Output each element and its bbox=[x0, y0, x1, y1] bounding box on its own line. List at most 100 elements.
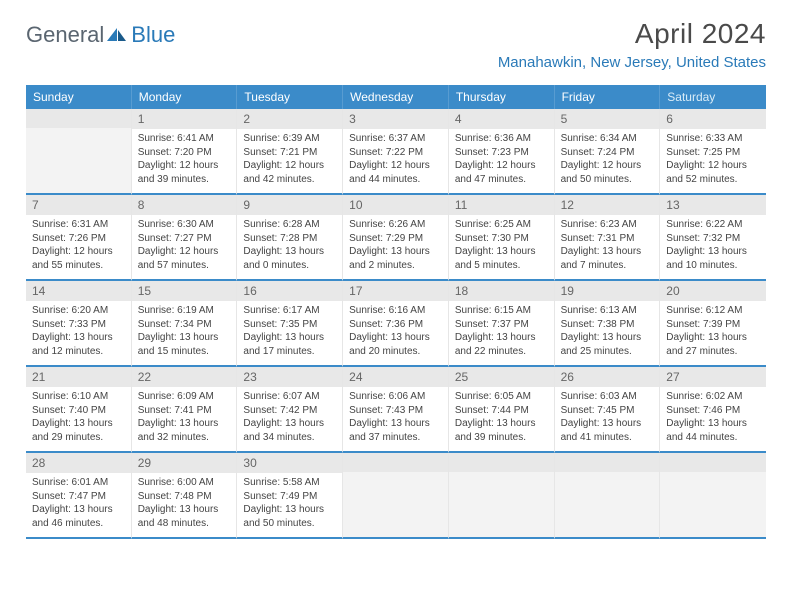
day-content: Sunrise: 6:12 AMSunset: 7:39 PMDaylight:… bbox=[660, 301, 766, 365]
sunset-line: Sunset: 7:34 PM bbox=[138, 318, 231, 332]
sunset-line: Sunset: 7:46 PM bbox=[666, 404, 760, 418]
calendar-cell: 9Sunrise: 6:28 AMSunset: 7:28 PMDaylight… bbox=[237, 195, 343, 281]
daylight-line: Daylight: 12 hours and 44 minutes. bbox=[349, 159, 442, 186]
sunrise-line: Sunrise: 6:34 AM bbox=[561, 132, 654, 146]
sunrise-line: Sunrise: 6:20 AM bbox=[32, 304, 125, 318]
daylight-line: Daylight: 13 hours and 48 minutes. bbox=[138, 503, 231, 530]
day-number: 22 bbox=[132, 367, 237, 387]
calendar-cell: 12Sunrise: 6:23 AMSunset: 7:31 PMDayligh… bbox=[555, 195, 661, 281]
calendar-cell: 11Sunrise: 6:25 AMSunset: 7:30 PMDayligh… bbox=[449, 195, 555, 281]
calendar-cell: 21Sunrise: 6:10 AMSunset: 7:40 PMDayligh… bbox=[26, 367, 132, 453]
day-number: 25 bbox=[449, 367, 554, 387]
day-number: 21 bbox=[26, 367, 131, 387]
day-number: 10 bbox=[343, 195, 448, 215]
day-number: 13 bbox=[660, 195, 766, 215]
day-number bbox=[343, 453, 448, 472]
daylight-line: Daylight: 13 hours and 10 minutes. bbox=[666, 245, 760, 272]
day-number: 23 bbox=[237, 367, 342, 387]
day-number: 16 bbox=[237, 281, 342, 301]
daylight-line: Daylight: 13 hours and 15 minutes. bbox=[138, 331, 231, 358]
daylight-line: Daylight: 13 hours and 50 minutes. bbox=[243, 503, 336, 530]
day-number: 17 bbox=[343, 281, 448, 301]
sunset-line: Sunset: 7:28 PM bbox=[243, 232, 336, 246]
calendar-cell: 28Sunrise: 6:01 AMSunset: 7:47 PMDayligh… bbox=[26, 453, 132, 539]
sunrise-line: Sunrise: 6:17 AM bbox=[243, 304, 336, 318]
calendar-cell: 4Sunrise: 6:36 AMSunset: 7:23 PMDaylight… bbox=[449, 109, 555, 195]
sunrise-line: Sunrise: 6:41 AM bbox=[138, 132, 231, 146]
day-content: Sunrise: 6:15 AMSunset: 7:37 PMDaylight:… bbox=[449, 301, 554, 365]
daylight-line: Daylight: 13 hours and 2 minutes. bbox=[349, 245, 442, 272]
sunrise-line: Sunrise: 6:02 AM bbox=[666, 390, 760, 404]
sunset-line: Sunset: 7:36 PM bbox=[349, 318, 442, 332]
daylight-line: Daylight: 13 hours and 0 minutes. bbox=[243, 245, 336, 272]
sunset-line: Sunset: 7:22 PM bbox=[349, 146, 442, 160]
day-content: Sunrise: 6:25 AMSunset: 7:30 PMDaylight:… bbox=[449, 215, 554, 279]
day-content: Sunrise: 6:13 AMSunset: 7:38 PMDaylight:… bbox=[555, 301, 660, 365]
weekday-header: Sunday Monday Tuesday Wednesday Thursday… bbox=[26, 85, 766, 109]
logo-sail-icon bbox=[106, 27, 128, 43]
calendar-cell: 5Sunrise: 6:34 AMSunset: 7:24 PMDaylight… bbox=[555, 109, 661, 195]
sunset-line: Sunset: 7:41 PM bbox=[138, 404, 231, 418]
sunrise-line: Sunrise: 6:07 AM bbox=[243, 390, 336, 404]
day-number bbox=[555, 453, 660, 472]
day-content bbox=[26, 128, 131, 193]
calendar-cell: 3Sunrise: 6:37 AMSunset: 7:22 PMDaylight… bbox=[343, 109, 449, 195]
location-label: Manahawkin, New Jersey, United States bbox=[498, 54, 766, 71]
sunset-line: Sunset: 7:24 PM bbox=[561, 146, 654, 160]
day-content: Sunrise: 6:01 AMSunset: 7:47 PMDaylight:… bbox=[26, 473, 131, 537]
calendar-cell: 17Sunrise: 6:16 AMSunset: 7:36 PMDayligh… bbox=[343, 281, 449, 367]
logo: General Blue bbox=[26, 22, 175, 48]
sunrise-line: Sunrise: 6:28 AM bbox=[243, 218, 336, 232]
calendar-body: 1Sunrise: 6:41 AMSunset: 7:20 PMDaylight… bbox=[26, 109, 766, 539]
day-content: Sunrise: 6:37 AMSunset: 7:22 PMDaylight:… bbox=[343, 129, 448, 193]
weekday-wednesday: Wednesday bbox=[343, 85, 449, 109]
daylight-line: Daylight: 13 hours and 46 minutes. bbox=[32, 503, 125, 530]
sunset-line: Sunset: 7:20 PM bbox=[138, 146, 231, 160]
day-number: 28 bbox=[26, 453, 131, 473]
daylight-line: Daylight: 13 hours and 37 minutes. bbox=[349, 417, 442, 444]
calendar-cell: 14Sunrise: 6:20 AMSunset: 7:33 PMDayligh… bbox=[26, 281, 132, 367]
day-content: Sunrise: 6:39 AMSunset: 7:21 PMDaylight:… bbox=[237, 129, 342, 193]
sunrise-line: Sunrise: 6:39 AM bbox=[243, 132, 336, 146]
sunset-line: Sunset: 7:30 PM bbox=[455, 232, 548, 246]
calendar-cell: 30Sunrise: 5:58 AMSunset: 7:49 PMDayligh… bbox=[237, 453, 343, 539]
calendar-cell: 7Sunrise: 6:31 AMSunset: 7:26 PMDaylight… bbox=[26, 195, 132, 281]
calendar-cell: 6Sunrise: 6:33 AMSunset: 7:25 PMDaylight… bbox=[660, 109, 766, 195]
daylight-line: Daylight: 13 hours and 17 minutes. bbox=[243, 331, 336, 358]
calendar-cell-empty bbox=[660, 453, 766, 539]
day-content: Sunrise: 6:36 AMSunset: 7:23 PMDaylight:… bbox=[449, 129, 554, 193]
daylight-line: Daylight: 12 hours and 42 minutes. bbox=[243, 159, 336, 186]
calendar-cell: 19Sunrise: 6:13 AMSunset: 7:38 PMDayligh… bbox=[555, 281, 661, 367]
sunset-line: Sunset: 7:35 PM bbox=[243, 318, 336, 332]
sunset-line: Sunset: 7:25 PM bbox=[666, 146, 760, 160]
sunrise-line: Sunrise: 6:05 AM bbox=[455, 390, 548, 404]
daylight-line: Daylight: 13 hours and 32 minutes. bbox=[138, 417, 231, 444]
sunset-line: Sunset: 7:40 PM bbox=[32, 404, 125, 418]
sunset-line: Sunset: 7:23 PM bbox=[455, 146, 548, 160]
calendar-cell: 29Sunrise: 6:00 AMSunset: 7:48 PMDayligh… bbox=[132, 453, 238, 539]
sunset-line: Sunset: 7:26 PM bbox=[32, 232, 125, 246]
day-number: 11 bbox=[449, 195, 554, 215]
sunrise-line: Sunrise: 6:26 AM bbox=[349, 218, 442, 232]
day-number: 29 bbox=[132, 453, 237, 473]
sunrise-line: Sunrise: 6:12 AM bbox=[666, 304, 760, 318]
calendar-cell: 2Sunrise: 6:39 AMSunset: 7:21 PMDaylight… bbox=[237, 109, 343, 195]
calendar-cell: 25Sunrise: 6:05 AMSunset: 7:44 PMDayligh… bbox=[449, 367, 555, 453]
day-content: Sunrise: 6:02 AMSunset: 7:46 PMDaylight:… bbox=[660, 387, 766, 451]
day-content: Sunrise: 6:22 AMSunset: 7:32 PMDaylight:… bbox=[660, 215, 766, 279]
weekday-monday: Monday bbox=[132, 85, 238, 109]
day-number: 26 bbox=[555, 367, 660, 387]
sunrise-line: Sunrise: 6:03 AM bbox=[561, 390, 654, 404]
sunset-line: Sunset: 7:31 PM bbox=[561, 232, 654, 246]
day-number: 19 bbox=[555, 281, 660, 301]
day-number bbox=[26, 109, 131, 128]
calendar-cell: 8Sunrise: 6:30 AMSunset: 7:27 PMDaylight… bbox=[132, 195, 238, 281]
daylight-line: Daylight: 12 hours and 47 minutes. bbox=[455, 159, 548, 186]
sunset-line: Sunset: 7:47 PM bbox=[32, 490, 125, 504]
day-content: Sunrise: 6:28 AMSunset: 7:28 PMDaylight:… bbox=[237, 215, 342, 279]
day-number: 20 bbox=[660, 281, 766, 301]
calendar-cell: 27Sunrise: 6:02 AMSunset: 7:46 PMDayligh… bbox=[660, 367, 766, 453]
day-number: 3 bbox=[343, 109, 448, 129]
day-content: Sunrise: 6:07 AMSunset: 7:42 PMDaylight:… bbox=[237, 387, 342, 451]
sunrise-line: Sunrise: 6:06 AM bbox=[349, 390, 442, 404]
